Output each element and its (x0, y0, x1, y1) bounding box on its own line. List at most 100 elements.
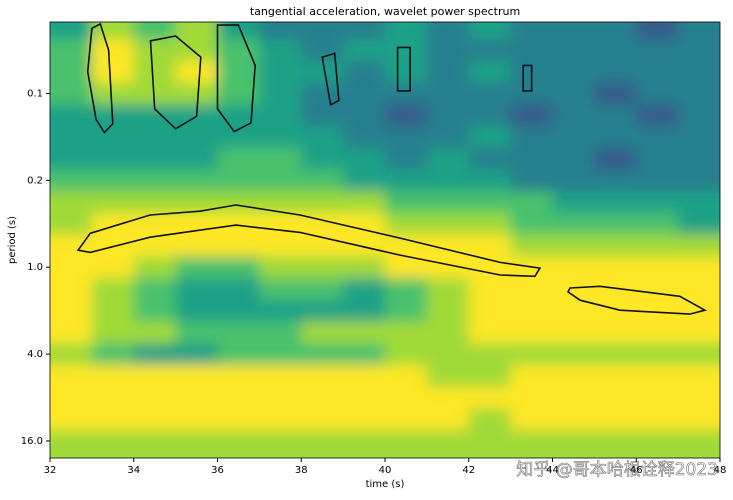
power-cell (678, 277, 720, 301)
power-cell (385, 39, 428, 62)
power-cell (259, 191, 302, 214)
power-cell (133, 321, 177, 344)
power-cell (343, 60, 386, 84)
power-cell (50, 430, 93, 458)
power-cell (385, 191, 428, 214)
power-cell (175, 299, 219, 323)
power-cell (594, 408, 637, 431)
power-cell (50, 60, 93, 84)
power-cell (343, 343, 386, 366)
power-cell (91, 212, 135, 236)
power-cell (133, 364, 177, 388)
y-tick-label: 0.2 (27, 175, 43, 186)
power-cell (91, 321, 135, 344)
power-cell (552, 277, 595, 301)
power-cell (91, 299, 135, 323)
power-cell (510, 22, 554, 40)
power-cell (385, 234, 428, 257)
power-cell (468, 104, 512, 127)
power-field (50, 22, 720, 458)
power-cell (50, 82, 93, 105)
power-cell (175, 386, 219, 409)
significance-contour (522, 64, 533, 92)
power-cell (552, 212, 595, 236)
power-cell (594, 126, 637, 149)
power-cell (385, 169, 428, 192)
power-cell (552, 386, 595, 409)
power-cell (133, 386, 177, 409)
power-cell (678, 104, 720, 127)
power-cell (343, 39, 386, 62)
power-cell (301, 343, 344, 366)
power-cell (175, 169, 219, 192)
power-cell (678, 408, 720, 431)
power-cell (217, 147, 260, 171)
power-cell (259, 364, 302, 388)
power-cell (50, 234, 93, 257)
power-cell (91, 147, 135, 171)
power-cell (636, 277, 679, 301)
power-cell (678, 82, 720, 105)
power-cell (426, 299, 470, 323)
power-cell (426, 191, 470, 214)
power-cell (50, 408, 93, 431)
power-cell (510, 343, 554, 366)
power-cell (91, 169, 135, 192)
power-cell (91, 277, 135, 301)
power-cell (594, 256, 637, 279)
power-cell (50, 256, 93, 279)
power-cell (259, 147, 302, 171)
significance-contour (216, 24, 257, 133)
power-cell (50, 39, 93, 62)
power-cell (301, 104, 344, 127)
power-cell (50, 277, 93, 301)
power-cell (50, 147, 93, 171)
power-cell (217, 386, 260, 409)
power-cell (301, 126, 344, 149)
power-cell (510, 191, 554, 214)
power-cell (594, 321, 637, 344)
power-cell (636, 126, 679, 149)
power-cell (468, 234, 512, 257)
power-cell (426, 60, 470, 84)
power-cell (343, 126, 386, 149)
power-cell (343, 256, 386, 279)
power-cell (343, 22, 386, 40)
power-cell (133, 408, 177, 431)
chart-title: tangential acceleration, wavelet power s… (250, 5, 520, 18)
power-cell (636, 22, 679, 40)
power-cell (301, 169, 344, 192)
y-tick-label: 1.0 (27, 262, 43, 273)
power-cell (636, 321, 679, 344)
power-cell (91, 60, 135, 84)
power-cell (91, 191, 135, 214)
power-cell (385, 60, 428, 84)
x-tick-label: 46 (630, 465, 643, 476)
power-cell (552, 104, 595, 127)
power-cell (259, 104, 302, 127)
power-cell (552, 234, 595, 257)
power-cell (91, 126, 135, 149)
x-tick-label: 40 (379, 465, 392, 476)
x-tick-label: 36 (211, 465, 224, 476)
power-cell (175, 408, 219, 431)
power-cell (678, 299, 720, 323)
power-cell (301, 364, 344, 388)
power-cell (594, 39, 637, 62)
power-cell (385, 386, 428, 409)
power-cell (678, 386, 720, 409)
power-cell (636, 364, 679, 388)
power-cell (636, 169, 679, 192)
power-cell (91, 39, 135, 62)
power-cell (468, 364, 512, 388)
power-cell (636, 299, 679, 323)
y-tick-label: 16.0 (21, 436, 43, 447)
power-cell (636, 39, 679, 62)
power-cell (50, 299, 93, 323)
power-cell (175, 22, 219, 40)
power-cell (133, 22, 177, 40)
power-cell (259, 430, 302, 458)
power-cell (636, 256, 679, 279)
power-cell (259, 321, 302, 344)
